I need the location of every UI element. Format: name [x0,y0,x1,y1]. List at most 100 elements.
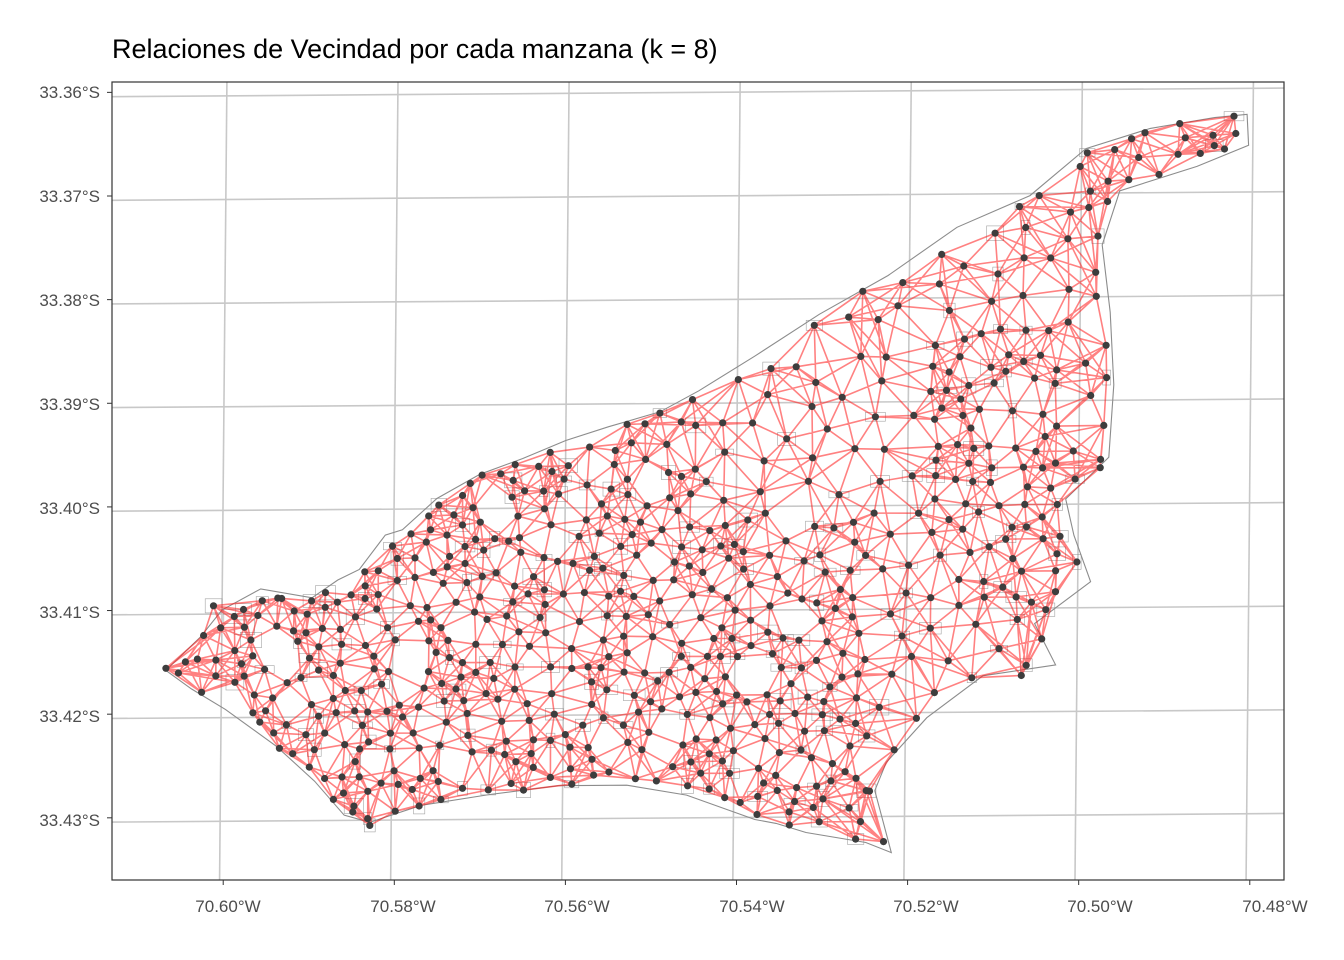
block-centroid [636,518,645,526]
block-centroid [812,656,821,665]
block-centroid [361,594,369,603]
block-centroid [620,632,628,640]
lat-gridline-6 [112,709,1284,720]
block-centroid [541,600,549,609]
block-centroid [511,461,519,469]
block-centroid [611,446,619,455]
block-outline [980,359,1002,376]
block-centroid [514,512,522,520]
block-centroid [546,736,555,745]
block-centroid [442,718,450,726]
block-centroid [763,691,771,699]
block-centroid [818,711,826,719]
block-centroid [698,546,706,554]
block-centroid [666,494,674,502]
block-centroid [934,442,942,450]
block-centroid [654,677,662,685]
block-centroid [821,568,829,576]
block-outline [856,550,875,561]
block-centroid [550,710,558,718]
block-centroid [239,605,248,614]
block-centroid [1104,197,1112,206]
block-centroid [597,500,606,508]
block-centroid [586,443,594,451]
block-centroid [912,714,921,722]
block-centroid [938,404,946,412]
block-centroid [308,597,316,605]
block-centroid [820,727,829,735]
block-centroid [1092,268,1100,276]
block-centroid [835,491,843,499]
commune-boundary [165,113,1250,854]
lat-label-3336: 33.36°S [39,83,100,102]
block-centroid [785,808,793,816]
block-centroid [686,523,694,531]
block-centroid [240,623,248,631]
block-centroid [797,746,805,754]
block-centroid [815,818,823,826]
block-centroid [1038,635,1046,643]
block-centroid [452,598,460,606]
block-centroid [440,697,448,705]
lon-gridline-6 [1245,82,1255,880]
block-centroid [931,341,940,349]
block-centroid [959,525,967,533]
lat-label-3338: 33.38°S [39,291,100,310]
block-centroid [1064,235,1072,243]
block-centroid [1002,535,1010,543]
block-centroid [874,316,882,324]
block-centroid [740,565,748,573]
block-centroid [760,457,768,465]
block-centroid [393,554,401,563]
block-centroid [1038,513,1046,521]
block-centroid [1053,366,1061,374]
block-centroid [407,530,415,538]
block-centroid [378,680,386,688]
block-centroid [721,673,730,681]
block-centroid [764,628,772,636]
block-centroid [779,634,787,642]
block-centroid [871,413,880,421]
block-centroid [1064,318,1072,326]
block-centroid [411,554,419,562]
block-centroid [665,668,673,676]
block-centroid [315,666,323,674]
block-centroid [965,381,973,390]
block-centroid [846,742,854,750]
block-centroid [356,745,364,753]
block-centroid [289,627,298,635]
block-centroid [509,476,517,484]
block-centroid [1022,523,1031,531]
block-centroid [852,719,860,728]
block-centroid [1053,550,1061,558]
block-centroid [749,419,757,427]
block-centroid [332,709,340,717]
block-centroid [480,546,488,554]
block-centroid [1017,671,1025,680]
block-centroid [270,729,278,737]
block-centroid [1036,351,1045,359]
block-centroid [894,302,902,310]
block-centroid [283,679,291,687]
block-centroid [530,573,538,581]
block-centroid [703,652,712,661]
block-centroid [910,411,918,419]
block-centroid [935,280,944,288]
block-centroid [777,663,785,672]
block-centroid [1027,598,1035,606]
block-centroid [987,363,995,371]
block-centroid [487,746,495,754]
block-centroid [294,637,302,645]
block-centroid [425,512,433,520]
block-centroid [733,653,742,661]
block-centroid [697,614,705,622]
block-centroid [547,521,555,529]
block-centroid [370,665,378,673]
block-centroid [472,640,480,648]
block-centroid [938,250,946,258]
block-centroids [162,112,1240,846]
block-centroid [658,705,666,713]
block-centroid [217,624,225,632]
block-centroid [383,707,391,715]
